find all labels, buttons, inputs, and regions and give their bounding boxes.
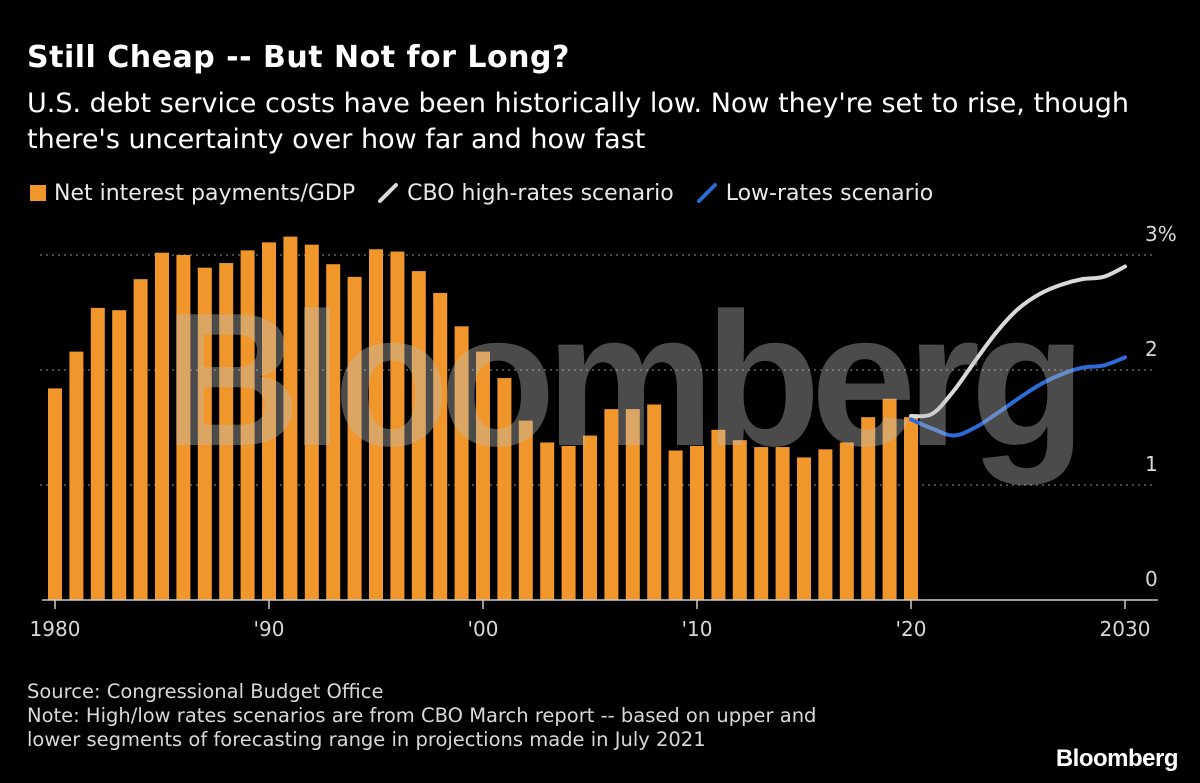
x-tick-label: 1980 bbox=[30, 617, 81, 641]
bar bbox=[476, 351, 490, 600]
bar bbox=[454, 326, 469, 600]
bar bbox=[411, 271, 426, 600]
x-tick-label: 2030 bbox=[1100, 617, 1151, 641]
footer: Source: Congressional Budget Office Note… bbox=[27, 680, 816, 752]
bar bbox=[668, 450, 683, 600]
bar bbox=[583, 435, 597, 600]
legend-item-bars: Net interest payments/GDP bbox=[30, 181, 355, 206]
bar bbox=[283, 236, 298, 600]
bar bbox=[818, 449, 833, 600]
x-tick-label: '00 bbox=[468, 617, 499, 641]
bar-swatch bbox=[30, 185, 46, 201]
bar bbox=[775, 447, 790, 600]
bar bbox=[133, 279, 148, 600]
legend-label-bars: Net interest payments/GDP bbox=[54, 180, 356, 206]
low-rates-swatch bbox=[696, 183, 717, 203]
bar bbox=[48, 388, 62, 600]
high-rates-line bbox=[909, 264, 1127, 419]
chart-area: Bloomberg 1980 '90 '00 '10 '20 2030 0 1 2 3% bbox=[30, 222, 1177, 641]
y-tick-label: 1 bbox=[1145, 452, 1158, 476]
bar bbox=[369, 249, 383, 600]
note-line-1: Note: High/low rates scenarios are from … bbox=[27, 704, 817, 727]
chart-title: Still Cheap -- But Not for Long? bbox=[27, 40, 570, 75]
legend: Net interest payments/GDP CBO high-rates… bbox=[30, 178, 955, 208]
y-tick-label: 0 bbox=[1145, 567, 1158, 591]
watermark: Bloomberg bbox=[164, 274, 1077, 486]
bar bbox=[112, 310, 127, 600]
source-text: Source: Congressional Budget Office bbox=[27, 680, 384, 703]
x-tick-label: '20 bbox=[896, 617, 927, 641]
bar bbox=[219, 263, 234, 600]
y-tick-label: 3% bbox=[1145, 222, 1177, 246]
bar bbox=[347, 276, 362, 600]
high-rates-swatch bbox=[378, 183, 399, 203]
note-line-2: lower segments of forecasting range in p… bbox=[27, 728, 706, 751]
bloomberg-logo: Bloomberg bbox=[1055, 745, 1179, 772]
legend-label-low: Low-rates scenario bbox=[725, 180, 934, 206]
bar bbox=[240, 250, 255, 600]
bar bbox=[561, 445, 576, 600]
bar bbox=[839, 442, 854, 600]
bar bbox=[518, 420, 533, 600]
bar bbox=[176, 255, 191, 600]
bar bbox=[732, 440, 747, 600]
bar bbox=[90, 307, 105, 600]
bar bbox=[326, 264, 341, 600]
bar bbox=[262, 242, 276, 600]
bar bbox=[754, 447, 769, 600]
bar bbox=[433, 292, 448, 600]
bar bbox=[604, 409, 619, 600]
chart-subtitle: U.S. debt service costs have been histor… bbox=[27, 88, 1130, 155]
legend-item-low: Low-rates scenario bbox=[696, 180, 934, 206]
lines-series bbox=[909, 264, 1127, 438]
bar bbox=[861, 417, 876, 600]
bar bbox=[882, 398, 897, 600]
y-tick-label: 2 bbox=[1145, 337, 1158, 361]
bar bbox=[304, 244, 319, 600]
legend-item-high: CBO high-rates scenario bbox=[377, 181, 674, 206]
bar bbox=[647, 404, 662, 600]
bar bbox=[390, 251, 405, 601]
bar bbox=[540, 442, 555, 600]
bar bbox=[497, 378, 512, 600]
bar bbox=[197, 267, 212, 600]
bar bbox=[155, 252, 169, 600]
bars-series bbox=[48, 236, 918, 601]
bar bbox=[711, 429, 726, 600]
x-tick-label: '90 bbox=[254, 617, 285, 641]
bar bbox=[690, 445, 704, 600]
bar bbox=[69, 351, 84, 600]
bar bbox=[797, 457, 811, 600]
y-axis-labels: 0 1 2 3% bbox=[1145, 222, 1177, 591]
bar bbox=[625, 409, 640, 600]
low-rates-line bbox=[909, 355, 1127, 438]
x-axis: 1980 '90 '00 '10 '20 2030 bbox=[30, 599, 1158, 641]
bar bbox=[904, 417, 918, 600]
x-tick-label: '10 bbox=[682, 617, 713, 641]
legend-label-high: CBO high-rates scenario bbox=[407, 180, 674, 206]
